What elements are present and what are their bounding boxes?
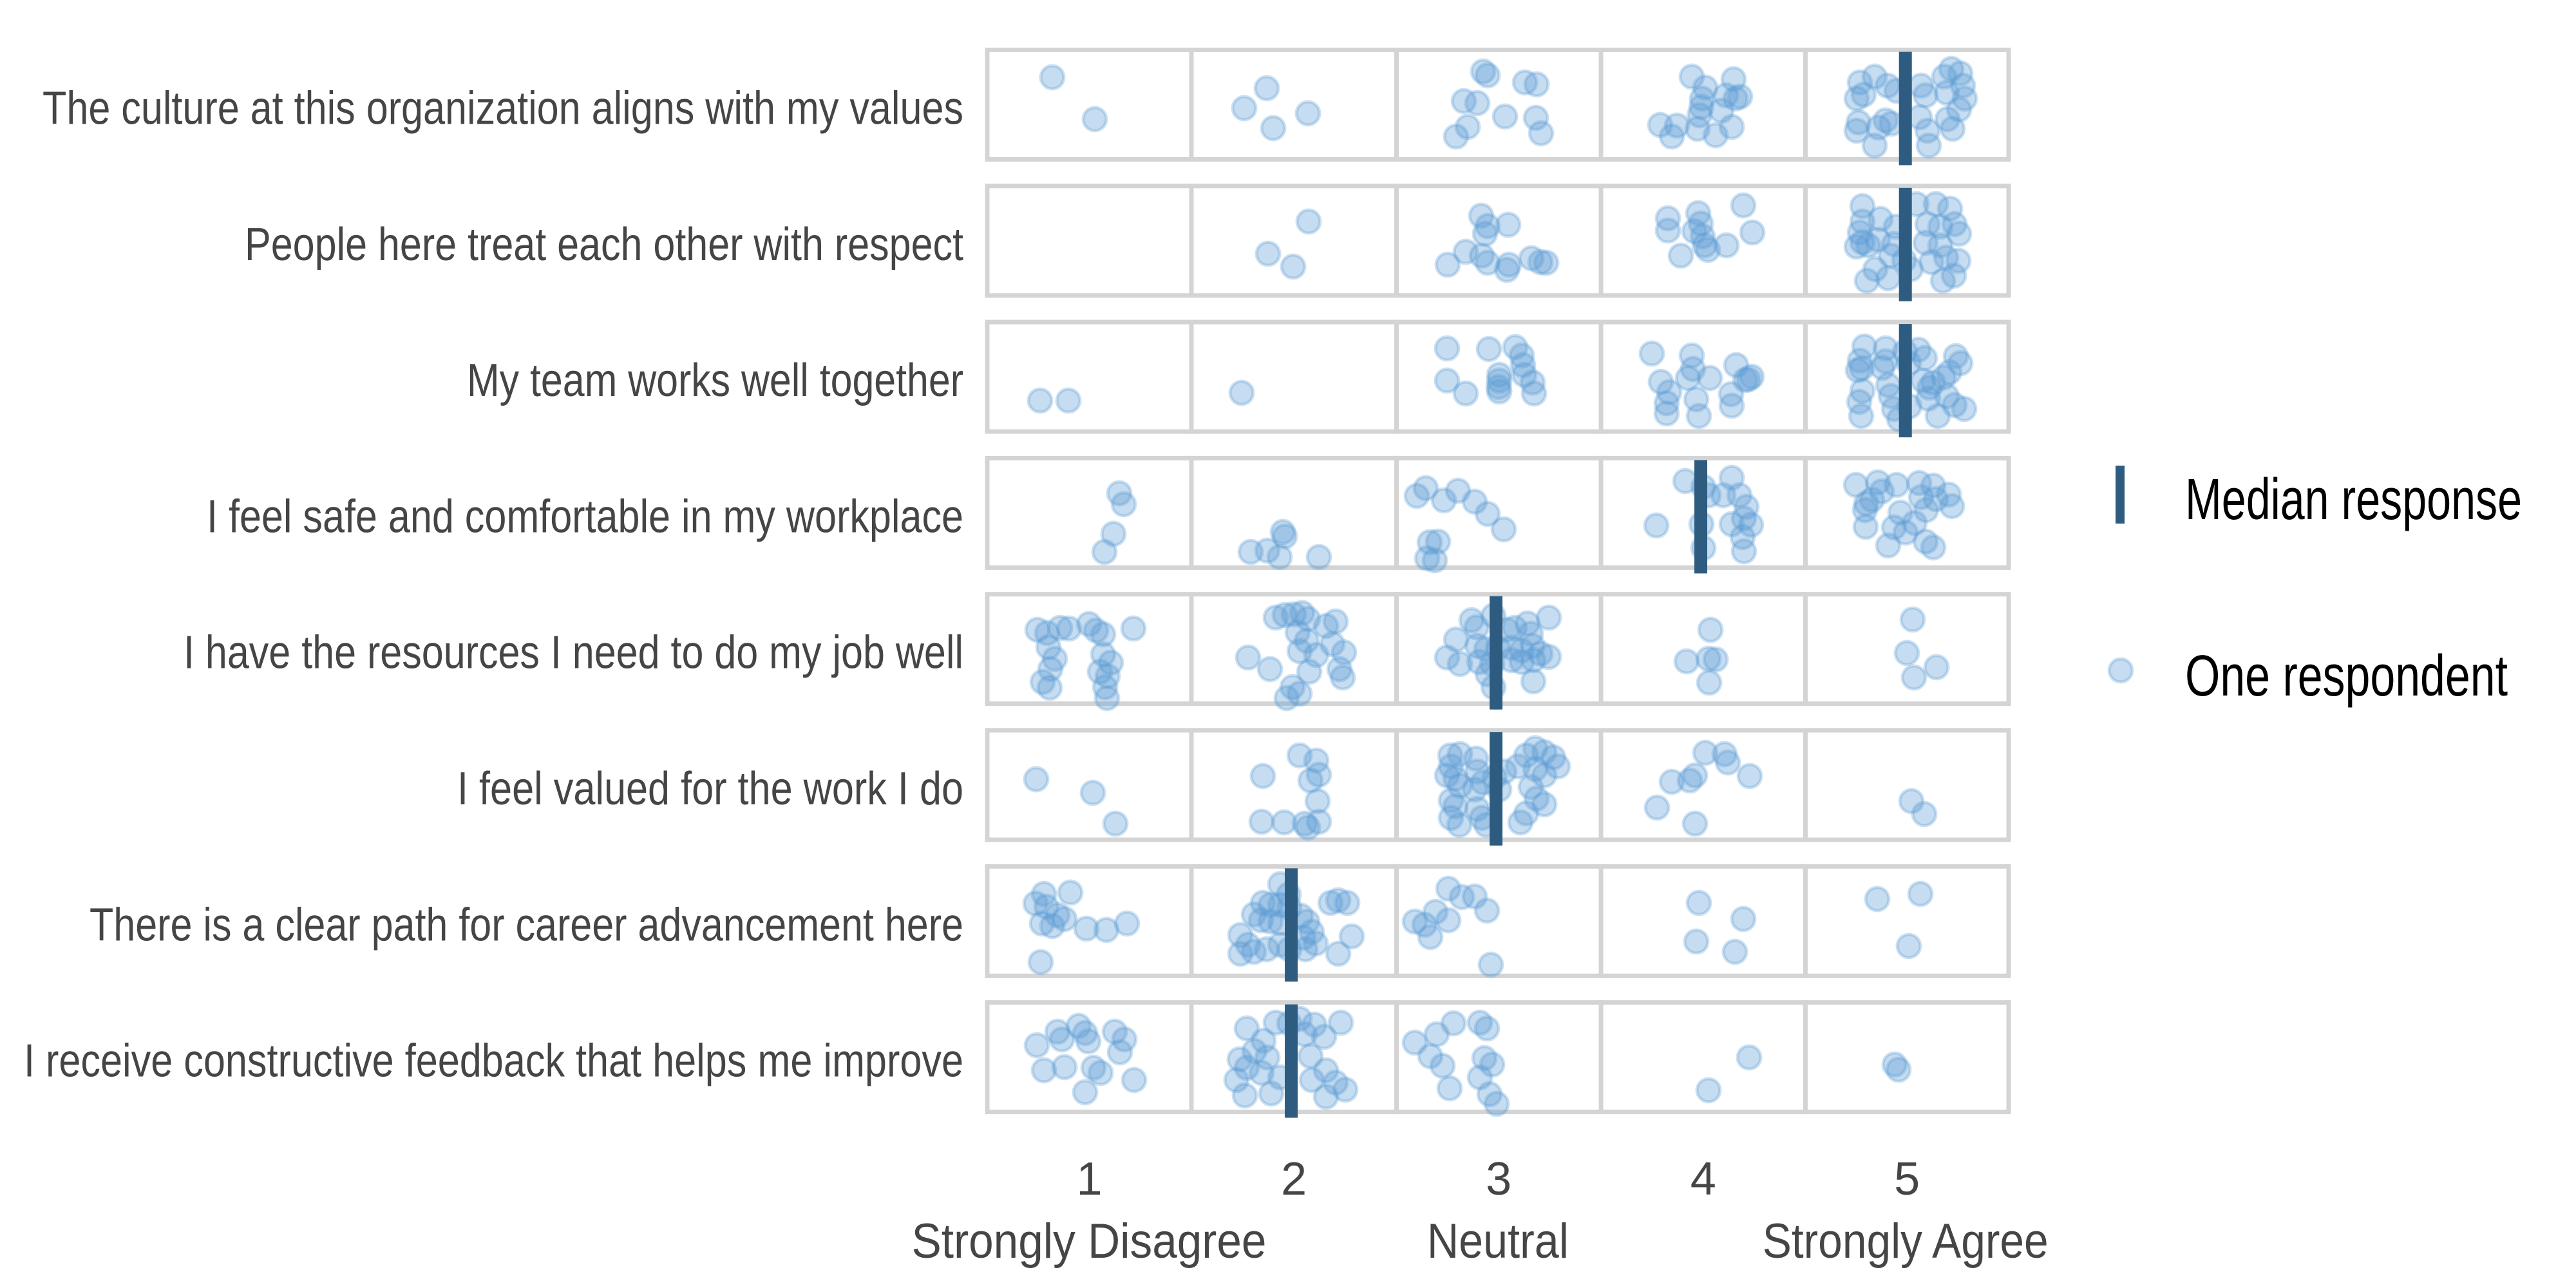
svg-text:People here treat each other w: People here treat each other with respec… — [245, 219, 963, 270]
svg-text:The culture at this organizati: The culture at this organization aligns … — [43, 83, 963, 135]
svg-text:Strongly Agree: Strongly Agree — [1763, 1214, 2049, 1269]
svg-text:I receive constructive feedbac: I receive constructive feedback that hel… — [24, 1036, 963, 1087]
svg-text:I feel valued for the work I d: I feel valued for the work I do — [457, 763, 963, 815]
svg-text:One respondent: One respondent — [2185, 644, 2508, 708]
svg-text:My team works well together: My team works well together — [467, 355, 963, 406]
svg-text:I have the resources I need to: I have the resources I need to do my job… — [184, 627, 963, 679]
svg-text:There is a clear path for care: There is a clear path for career advance… — [90, 899, 963, 951]
svg-text:3: 3 — [1486, 1153, 1511, 1205]
svg-text:2: 2 — [1281, 1153, 1307, 1205]
svg-text:1: 1 — [1076, 1153, 1102, 1205]
svg-text:Neutral: Neutral — [1427, 1214, 1569, 1269]
svg-text:I feel safe and comfortable in: I feel safe and comfortable in my workpl… — [207, 491, 963, 542]
svg-text:Strongly Disagree: Strongly Disagree — [912, 1214, 1267, 1269]
svg-text:Median response: Median response — [2185, 468, 2522, 532]
svg-text:4: 4 — [1690, 1153, 1716, 1205]
svg-text:5: 5 — [1894, 1153, 1920, 1205]
